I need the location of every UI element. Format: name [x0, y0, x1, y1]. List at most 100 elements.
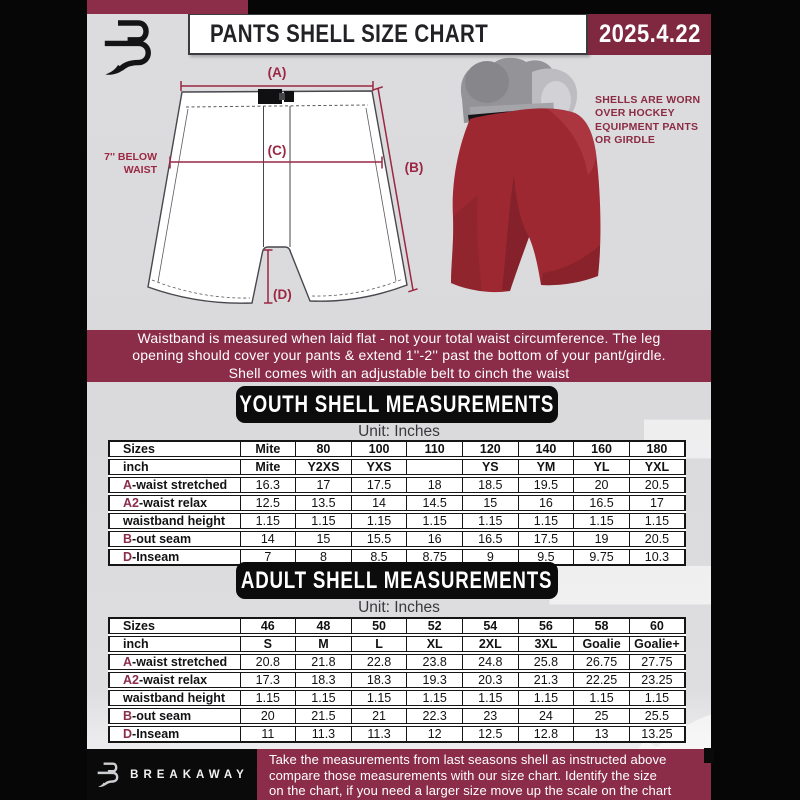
note-line: OR GIRDLE [595, 134, 656, 147]
cell-value: YL [573, 457, 630, 478]
cell-value: 140 [517, 441, 574, 460]
row-label: B-out seam [109, 529, 240, 551]
cell-value: 14 [239, 529, 296, 551]
measurement-annotations [169, 81, 418, 304]
measure-a-label: (A) [268, 65, 287, 80]
row-label: B-out seam [109, 706, 240, 728]
chart-page: PANTS SHELL SIZE CHART 2025.4.22 (A) (B)… [87, 14, 711, 749]
cell-value: YXL [628, 457, 685, 478]
cell-value: 25.5 [628, 706, 685, 728]
cell-value: 1.15 [295, 688, 352, 709]
cell-value: 1.15 [239, 511, 296, 532]
cell-value: 16.3 [239, 475, 296, 496]
cell-value: M [295, 634, 352, 655]
cell-value: YS [462, 457, 519, 478]
table-row: inch Mite Y2XS YXS YS YM YL YXL [109, 457, 685, 478]
measure-letter: A [123, 654, 133, 669]
page-title: PANTS SHELL SIZE CHART [210, 19, 489, 48]
measure-d-label: (D) [273, 287, 292, 302]
table-row: A2-waist relax 12.5 13.5 14 14.5 15 16 16.5 17 [109, 493, 685, 514]
cell-value: 18.3 [350, 670, 407, 691]
cell-value: 10.3 [628, 548, 685, 566]
cell-value: 20.3 [462, 670, 519, 691]
shorts-outline [147, 89, 408, 304]
cell-value: 19.5 [517, 475, 574, 496]
footer: BREAKAWAY Take the measurements from las… [87, 749, 711, 800]
table-row: D-Inseam 7 8 8.5 8.75 9 9.5 9.75 10.3 [109, 548, 685, 566]
table-row: A-waist stretched 20.8 21.8 22.8 23.8 24.8 25.… [109, 652, 685, 673]
cell-value: YXS [350, 457, 407, 478]
cell-value: S [239, 634, 296, 655]
row-label: A-waist stretched [109, 475, 240, 496]
cell-value: 1.15 [350, 511, 407, 532]
table-row: inch S M L XL 2XL 3XL Goalie Goalie+ [109, 634, 685, 655]
cell-value: 12.8 [517, 725, 574, 743]
cell-value: 23.8 [406, 652, 463, 673]
cell-value: 46 [239, 618, 296, 637]
cell-value: 1.15 [406, 511, 463, 532]
cell-value: 19.3 [406, 670, 463, 691]
cell-value: 21.5 [295, 706, 352, 728]
belt-buckle-icon [258, 89, 294, 104]
cell-value: 20 [573, 475, 630, 496]
cell-value: YM [517, 457, 574, 478]
cell-value: 1.15 [573, 511, 630, 532]
title-box: PANTS SHELL SIZE CHART [188, 14, 588, 55]
cell-value: 13.25 [628, 725, 685, 743]
cell-value: 20.5 [628, 529, 685, 551]
table-row: B-out seam 20 21.5 21 22.3 23 24 25 25.5 [109, 706, 685, 728]
cell-value: Goalie [573, 634, 630, 655]
cell-value: 1.15 [406, 688, 463, 709]
row-label: inch [109, 457, 240, 478]
cell-value: 56 [517, 618, 574, 637]
table-row: waistband height 1.15 1.15 1.15 1.15 1.15 1.15… [109, 511, 685, 532]
top-accent-bar [87, 0, 248, 15]
measure-letter: A2 [123, 672, 139, 687]
cell-value: 2XL [462, 634, 519, 655]
cell-value: 17.5 [517, 529, 574, 551]
measure-letter: D [123, 726, 133, 741]
footer-line: on the chart, if you need a larger size … [269, 783, 672, 799]
row-label: A2-waist relax [109, 670, 240, 691]
cell-value: 23 [462, 706, 519, 728]
adult-unit-label: Unit: Inches [358, 599, 440, 616]
cell-value: 20.5 [628, 475, 685, 496]
cell-value: 13 [573, 725, 630, 743]
cell-value: Mite [239, 457, 296, 478]
red-shell [451, 108, 601, 293]
cell-value: 20 [239, 706, 296, 728]
cell-value: 120 [462, 441, 519, 460]
youth-section-banner: YOUTH SHELL MEASUREMENTS [236, 386, 558, 423]
note-line: EQUIPMENT PANTS [595, 120, 699, 133]
table-row: A2-waist relax 17.3 18.3 18.3 19.3 20.3 21.3 22… [109, 670, 685, 691]
youth-heading: YOUTH SHELL MEASUREMENTS [239, 390, 555, 418]
adult-section-banner: ADULT SHELL MEASUREMENTS [236, 562, 558, 599]
footer-brand-block: BREAKAWAY [87, 749, 257, 800]
cell-value: 16 [517, 493, 574, 514]
cell-value: 14.5 [406, 493, 463, 514]
footer-brand-name: BREAKAWAY [130, 768, 249, 781]
waist-note-line1: 7'' BELOW [104, 151, 157, 163]
footer-edge-tab [704, 748, 714, 763]
info-line: opening should cover your pants & extend… [132, 347, 666, 364]
row-label: Sizes [109, 618, 240, 637]
cell-value: 54 [462, 618, 519, 637]
cell-value: 58 [573, 618, 630, 637]
hockey-shell-photo [451, 57, 601, 293]
cell-value: 15.5 [350, 529, 407, 551]
cell-value: 14 [350, 493, 407, 514]
row-label: A2-waist relax [109, 493, 240, 514]
measure-letter: A2 [123, 495, 139, 510]
youth-size-table: Sizes Mite 80 100 110 120 140 160 180 inch Mite Y2X… [108, 440, 686, 566]
cell-value: 21.8 [295, 652, 352, 673]
cell-value: 8.75 [406, 548, 463, 566]
cell-value: 12.5 [462, 725, 519, 743]
table-row: Sizes Mite 80 100 110 120 140 160 180 [109, 441, 685, 460]
footer-line: Take the measurements from last seasons … [269, 752, 667, 767]
cell-value: 16.5 [573, 493, 630, 514]
cell-value: 48 [295, 618, 352, 637]
footer-instructions: Take the measurements from last seasons … [257, 749, 711, 800]
date-text: 2025.4.22 [598, 19, 701, 48]
waist-note-line2: WAIST [124, 164, 158, 176]
